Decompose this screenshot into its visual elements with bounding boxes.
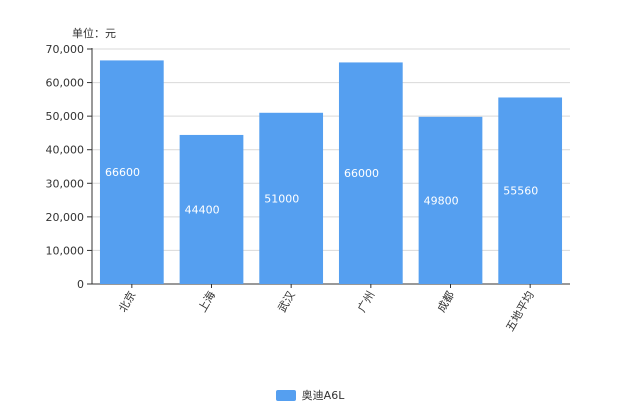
x-tick-label: 上海 bbox=[195, 289, 218, 315]
bar bbox=[259, 112, 324, 285]
y-tick-label: 60,000 bbox=[46, 77, 85, 90]
y-tick-label: 70,000 bbox=[46, 43, 85, 56]
y-tick-label: 0 bbox=[77, 278, 84, 291]
bar bbox=[179, 134, 244, 284]
bar bbox=[498, 97, 563, 284]
bar bbox=[338, 62, 403, 284]
y-tick-label: 40,000 bbox=[46, 144, 85, 157]
y-tick-label: 20,000 bbox=[46, 211, 85, 224]
data-label: 51000 bbox=[264, 192, 299, 205]
legend-swatch bbox=[275, 389, 296, 401]
bar bbox=[418, 116, 483, 284]
x-tick-label: 五地平均 bbox=[504, 289, 537, 334]
data-label: 49800 bbox=[424, 194, 459, 207]
data-label: 44400 bbox=[185, 203, 220, 216]
data-label: 66000 bbox=[344, 167, 379, 180]
data-label: 55560 bbox=[503, 185, 538, 198]
x-tick-label: 北京 bbox=[115, 289, 138, 315]
y-tick-label: 50,000 bbox=[46, 110, 85, 123]
legend[interactable]: 奥迪A6L bbox=[0, 386, 620, 404]
y-tick-label: 10,000 bbox=[46, 244, 85, 257]
x-tick-label: 成都 bbox=[435, 289, 457, 315]
y-tick-label: 30,000 bbox=[46, 177, 85, 190]
x-tick-label: 武汉 bbox=[276, 289, 298, 315]
legend-label: 奥迪A6L bbox=[301, 389, 345, 402]
bar bbox=[99, 60, 164, 284]
x-tick-label: 广州 bbox=[355, 289, 377, 315]
unit-label: 单位：元 bbox=[72, 27, 116, 40]
data-label: 66600 bbox=[105, 166, 140, 179]
